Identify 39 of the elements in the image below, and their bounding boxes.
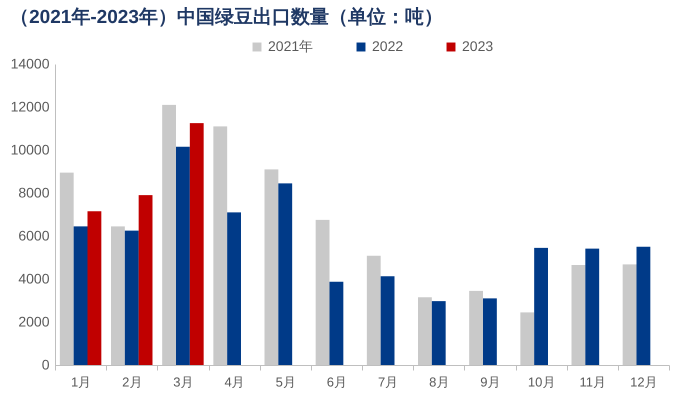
x-tick-label: 5月	[276, 374, 296, 390]
bar	[330, 282, 344, 365]
x-tick-label: 10月	[528, 374, 556, 390]
legend-label: 2021年	[268, 38, 314, 54]
bar	[636, 246, 650, 365]
y-tick-label: 4000	[18, 270, 50, 286]
x-tick-label: 12月	[630, 374, 658, 390]
y-tick-label: 0	[42, 356, 50, 372]
legend-label: 2022	[372, 38, 404, 54]
bar	[88, 211, 102, 365]
y-tick-label: 8000	[18, 184, 50, 200]
x-tick-label: 11月	[580, 374, 606, 390]
x-tick-label: 1月	[70, 374, 92, 390]
y-tick-label: 10000	[10, 142, 50, 158]
y-tick-label: 6000	[18, 228, 50, 244]
bar	[176, 146, 190, 365]
y-tick-label: 12000	[10, 98, 50, 114]
bar	[534, 248, 548, 365]
x-tick-label: 7月	[378, 374, 398, 390]
bar	[190, 123, 204, 365]
bar	[585, 248, 600, 365]
bar	[124, 230, 139, 365]
legend-label: 2023	[462, 38, 494, 54]
x-tick-label: 8月	[429, 374, 450, 390]
y-tick-label: 2000	[18, 314, 50, 330]
chart-title: （2021年-2023年）中国绿豆出口数量（单位：吨）	[10, 6, 443, 28]
bar	[432, 301, 446, 365]
x-tick-label: 3月	[173, 374, 194, 390]
x-tick-label: 4月	[224, 374, 245, 390]
bar	[138, 195, 152, 365]
bar	[483, 298, 497, 365]
bar	[278, 183, 292, 365]
x-tick-label: 9月	[480, 374, 501, 390]
x-tick-label: 2月	[122, 374, 142, 390]
bar	[380, 276, 394, 365]
x-tick-label: 6月	[326, 374, 348, 390]
bar	[227, 212, 241, 365]
bar	[74, 226, 88, 365]
y-tick-label: 14000	[10, 56, 50, 72]
